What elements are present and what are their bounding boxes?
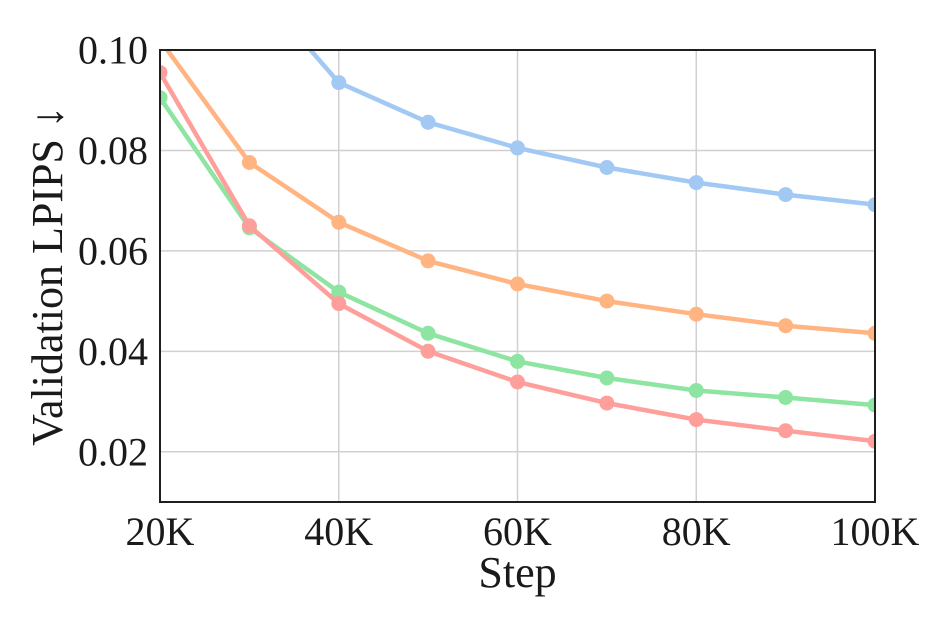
y-tick-label: 0.06 bbox=[78, 228, 148, 273]
y-tick-label: 0.10 bbox=[78, 28, 148, 73]
blue-marker bbox=[331, 75, 347, 91]
orange-marker bbox=[331, 214, 347, 230]
green-marker bbox=[331, 284, 347, 300]
axis-labels: 20K 40K 60K 80K 100K 0.02 0.04 0.06 0.08 0.10 Step… bbox=[23, 28, 920, 598]
blue-marker bbox=[688, 175, 704, 191]
y-tick-label: 0.02 bbox=[78, 429, 148, 474]
x-tick-label: 80K bbox=[662, 509, 731, 554]
orange-marker bbox=[241, 155, 257, 170]
plot-border bbox=[159, 49, 876, 503]
green-marker bbox=[510, 353, 525, 369]
red-marker bbox=[420, 343, 436, 359]
gridlines bbox=[159, 49, 876, 502]
orange-marker bbox=[420, 253, 436, 269]
red-marker bbox=[331, 296, 347, 312]
red-marker bbox=[599, 395, 615, 411]
blue-marker bbox=[599, 160, 615, 175]
orange-marker bbox=[153, 33, 168, 48]
green-marker bbox=[688, 383, 704, 398]
green-marker bbox=[867, 397, 875, 413]
green-marker bbox=[420, 325, 436, 341]
x-tick-label: 100K bbox=[831, 509, 920, 554]
green-marker bbox=[160, 90, 168, 106]
red-marker bbox=[867, 433, 875, 449]
orange-marker bbox=[778, 318, 794, 334]
y-tick-label: 0.04 bbox=[78, 329, 148, 374]
red-marker bbox=[160, 65, 168, 81]
blue-marker bbox=[420, 114, 436, 130]
red-marker bbox=[241, 218, 257, 234]
series-lines bbox=[153, 33, 875, 449]
red-marker bbox=[778, 423, 794, 439]
red-marker bbox=[510, 374, 525, 390]
x-tick-label: 20K bbox=[126, 509, 195, 554]
green-marker bbox=[778, 390, 794, 405]
orange-marker bbox=[867, 325, 875, 341]
blue-marker bbox=[778, 187, 794, 203]
orange-marker bbox=[688, 306, 704, 322]
y-tick-label: 0.08 bbox=[78, 128, 148, 173]
blue-marker bbox=[867, 197, 875, 213]
x-tick-label: 60K bbox=[483, 509, 552, 554]
x-axis-label: Step bbox=[478, 548, 556, 597]
blue-marker bbox=[510, 140, 525, 156]
green-marker bbox=[599, 370, 615, 386]
orange-marker bbox=[599, 293, 615, 309]
y-axis-label: Validation LPIPS ↓ bbox=[23, 106, 72, 446]
x-tick-label: 40K bbox=[304, 509, 373, 554]
red-marker bbox=[688, 412, 704, 428]
orange-marker bbox=[510, 276, 525, 292]
